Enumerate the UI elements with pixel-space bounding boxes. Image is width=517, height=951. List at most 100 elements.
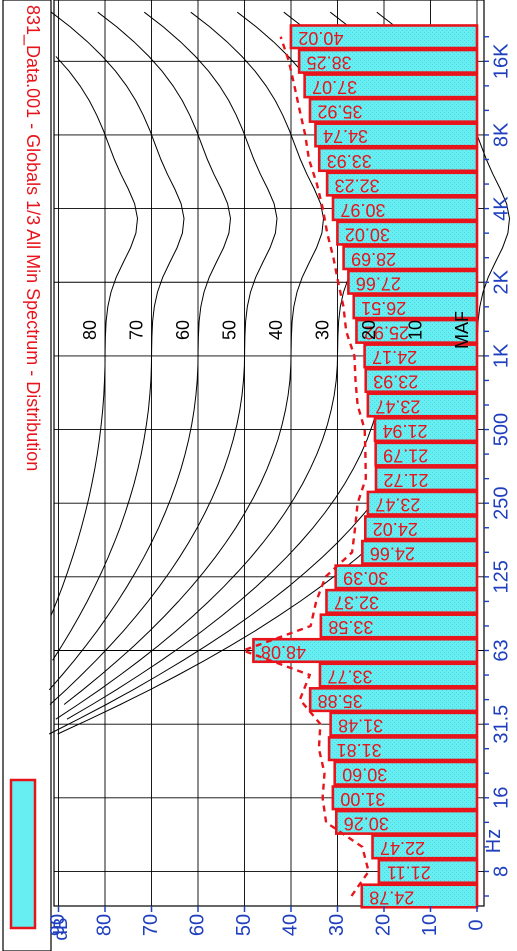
contour-line [48,11,232,691]
spectrum-bar [374,466,479,492]
bar-value-label: 30.26 [344,814,389,834]
spectrum-bar [319,613,479,639]
spectrum-bar [314,122,479,148]
spectrum-bar [347,269,479,295]
spectrum-bar [342,245,479,271]
x-tick-label: 1K [490,343,512,368]
spectrum-bar [336,220,479,246]
bar-value-label: 40.02 [298,28,343,48]
spectrum-bar [317,146,479,173]
bar-value-label: 34.74 [323,126,368,146]
bar-value-label: 21.11 [387,863,431,883]
bar-value-label: 35.88 [318,691,363,711]
bar-value-label: 21.79 [383,445,428,465]
bar-value-label: 31.81 [337,740,382,760]
spectrum-bar [371,834,479,860]
spectrum-bar [374,441,479,467]
y-tick-label: 80 [93,914,115,936]
x-tick-label: 31.5 [490,705,512,744]
chart-title: 831_Data.001 - Globals 1/3 All Min Spect… [22,5,43,471]
x-axis-unit: Hz [483,829,505,853]
spectrum-bar [252,637,479,664]
legend-swatch [9,778,37,930]
x-axis: 8 16 31.5 63 125 250 500 1K 2K 4K 8K 16K [484,36,512,897]
spectrum-bar [361,539,479,565]
bar-value-label: 35.92 [317,102,362,122]
spectrum-bar [318,662,479,688]
bar-value-label: 30.60 [342,765,387,785]
bar-value-label: 30.02 [345,224,390,244]
spectrum-bar [363,343,479,369]
contour-label: 80 [80,320,100,340]
contour-label: 30 [312,320,332,340]
spectrum-bar [334,564,479,590]
bar-value-labels: 24.78 21.11 22.47 30.26 31.00 30.60 31.81 31.48… [261,28,431,907]
bar-value-label: 23.47 [375,494,420,514]
spectrum-bar [329,711,479,737]
spectrum-bar [327,736,479,762]
spectrum-bar [331,785,479,811]
y-tick-label: 10 [419,914,441,936]
chart-header: 831_Data.001 - Globals 1/3 All Min Spect… [2,0,52,951]
spectrum-bar [364,367,479,394]
bar-value-label: 32.37 [334,593,379,613]
bar-value-label: 33.93 [327,151,372,171]
y-tick-label: 40 [279,914,301,936]
contour-line [63,11,325,705]
contour-line [50,56,139,617]
bar-value-label: 48.08 [261,642,306,662]
x-tick-label: 125 [490,560,512,593]
contour-label: 60 [173,320,193,340]
spectrum-bar [331,196,479,222]
y-tick-label: 60 [186,914,208,936]
bar-value-label: 26.51 [361,298,406,318]
spectrum-bar [355,318,479,344]
y-tick-label: 0 [465,919,487,930]
spectrum-bar [303,73,479,99]
bar-value-label: 28.69 [351,249,396,269]
bar-value-label: 24.78 [369,887,414,907]
contour-label: 20 [359,320,379,340]
x-tick-label: 16 [490,787,512,809]
bar-value-label: 21.72 [383,470,428,490]
spectrum-bar [325,171,479,197]
bar-value-label: 21.94 [382,421,427,441]
spectrum-bar [366,490,479,516]
x-tick-label: 8 [490,866,512,877]
spectrum-bar [289,24,479,50]
x-tick-label: 2K [490,269,512,294]
bar-value-label: 22.47 [380,838,425,858]
contour-label: 50 [219,320,239,340]
bar-value-label: 30.39 [343,568,388,588]
bar-value-label: 32.23 [335,175,380,195]
contour-label: 70 [126,320,146,340]
bar-value-label: 31.48 [338,715,383,735]
bar-value-label: 37.07 [312,77,357,97]
spectrum-bars [252,24,479,909]
y-tick-label: 30 [326,914,348,936]
bar-value-label: 30.97 [340,200,385,220]
y-tick-label: 90 [47,914,69,936]
bar-value-label: 24.17 [372,347,417,367]
spectrum-bar [334,809,479,835]
spectrum-bar [377,858,479,885]
spectrum-bar [366,392,479,418]
y-tick-label: 70 [140,914,162,936]
contour-label: MAF [452,311,472,349]
bar-value-label: 38.25 [307,53,352,73]
bar-value-label: 23.93 [373,372,418,392]
threshold-dotted-curve [239,36,370,897]
contour-label: 10 [405,320,425,340]
bar-value-label: 24.66 [370,544,415,564]
contour-labels: 80 70 60 50 40 30 20 10 MAF [80,311,472,349]
threshold-curve [239,36,370,897]
x-tick-label: 4K [490,196,512,221]
contour-line [49,11,278,705]
x-tick-label: 250 [490,487,512,520]
spectrum-bar [308,97,479,123]
spectrum-bar [325,588,479,614]
contour-label: 40 [266,320,286,340]
x-tick-label: 8K [490,122,512,147]
y-axis-unit: dB [51,917,72,940]
